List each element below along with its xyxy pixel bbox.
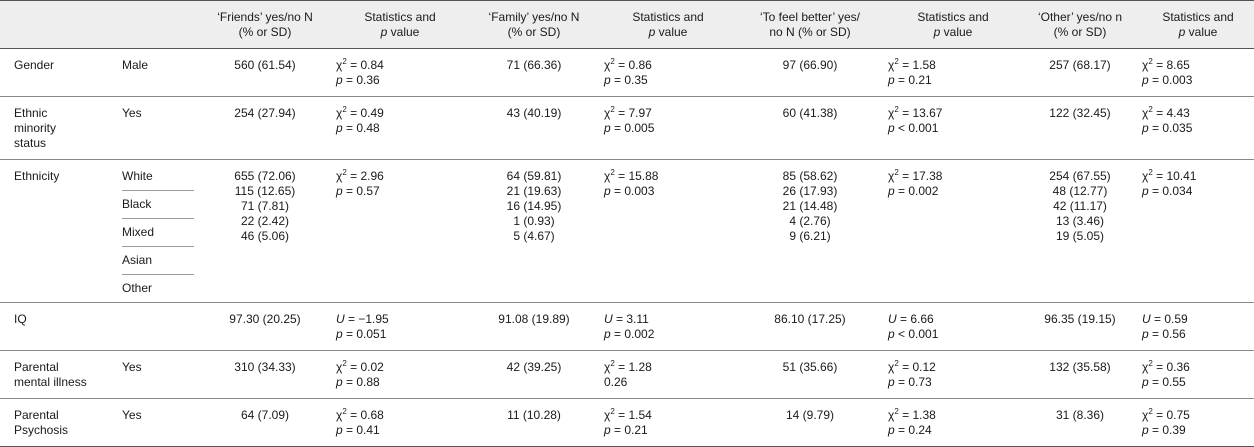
header-friends: ‘Friends’ yes/no N (% or SD): [194, 0, 336, 49]
cell-friends: 655 (72.06) 115 (12.65) 71 (7.81) 22 (2.42)…: [234, 169, 296, 243]
sublabel-other: Other: [122, 281, 153, 295]
cell-stat-2: χ2 = 15.88 p = 0.003: [604, 168, 659, 199]
cell-family: 11 (10.28): [507, 408, 561, 422]
cell-better: 97 (66.90): [782, 58, 838, 72]
row-label: Parental mental illness: [14, 360, 87, 389]
cell-friends: 254 (27.94): [234, 106, 296, 120]
cell-other: 254 (67.55) 48 (12.77) 42 (11.17) 13 (3.46)…: [1049, 169, 1111, 243]
cell-stat-1: χ2 = 0.02 p = 0.88: [336, 359, 384, 390]
row-sublabel: [122, 303, 194, 351]
cell-stat-2: χ2 = 1.54 p = 0.21: [604, 407, 652, 438]
cell-other: 257 (68.17): [1049, 58, 1111, 72]
cell-stat-3: χ2 = 0.12 p = 0.73: [888, 359, 936, 390]
cell-family: 42 (39.25): [506, 360, 562, 374]
header-stat-1: Statistics and p value: [336, 0, 464, 49]
cell-other: 132 (35.58): [1049, 360, 1111, 374]
row-parental-psychosis: Parental Psychosis Yes 64 (7.09) χ2 = 0.6…: [0, 399, 1254, 447]
cell-stat-4: χ2 = 0.75 p = 0.39: [1142, 407, 1190, 438]
row-gender: Gender Male 560 (61.54) χ2 = 0.84 p = 0.3…: [0, 49, 1254, 97]
row-ethnic-minority: Ethnic minority status Yes 254 (27.94) χ2 …: [0, 97, 1254, 160]
sublabel-black: Black: [122, 191, 194, 219]
header-family: ‘Family’ yes/no N (% or SD): [464, 0, 604, 49]
cell-stat-4: χ2 = 0.36 p = 0.55: [1142, 359, 1190, 390]
cell-family: 71 (66.36): [506, 58, 562, 72]
cell-other: 96.35 (19.15): [1044, 312, 1116, 326]
sublabel-white: White: [122, 163, 194, 191]
header-stat-4: Statistics and p value: [1142, 0, 1254, 49]
cell-stat-3: χ2 = 13.67 p < 0.001: [888, 105, 943, 136]
header-other: ‘Other’ yes/no n (% or SD): [1018, 0, 1142, 49]
row-sublabel-list: White Black Mixed Asian Other: [122, 160, 194, 303]
row-ethnicity: Ethnicity White Black Mixed Asian Other …: [0, 160, 1254, 303]
cell-better: 51 (35.66): [782, 360, 838, 374]
cell-family: 91.08 (19.89): [498, 312, 570, 326]
cell-stat-3: χ2 = 1.58 p = 0.21: [888, 57, 936, 88]
row-label: Ethnicity: [14, 169, 60, 183]
cell-stat-4: χ2 = 8.65 p = 0.003: [1142, 57, 1193, 88]
row-iq: IQ 97.30 (20.25) U = −1.95 p = 0.051 91.0…: [0, 303, 1254, 351]
cell-stat-1: χ2 = 2.96 p = 0.57: [336, 168, 384, 199]
cell-friends: 560 (61.54): [234, 58, 296, 72]
cell-better: 60 (41.38): [782, 106, 838, 120]
row-sublabel: Male: [122, 58, 149, 72]
cell-stat-1: χ2 = 0.49 p = 0.48: [336, 105, 384, 136]
cell-stat-3: χ2 = 1.38 p = 0.24: [888, 407, 936, 438]
cell-stat-3: χ2 = 17.38 p = 0.002: [888, 168, 943, 199]
row-sublabel: Yes: [122, 360, 142, 374]
row-sublabel: Yes: [122, 408, 142, 422]
cell-stat-2: χ2 = 7.97 p = 0.005: [604, 105, 655, 136]
cell-better: 86.10 (17.25): [774, 312, 846, 326]
cell-stat-1: U = −1.95 p = 0.051: [336, 312, 389, 341]
row-parental-mental-illness: Parental mental illness Yes 310 (34.33) χ…: [0, 351, 1254, 399]
cell-family: 43 (40.19): [506, 106, 562, 120]
cell-better: 85 (58.62) 26 (17.93) 21 (14.48) 4 (2.76) 9 …: [782, 169, 838, 243]
cell-stat-3: U = 6.66 p < 0.001: [888, 312, 939, 341]
cell-friends: 310 (34.33): [234, 360, 296, 374]
cell-stat-2: χ2 = 0.86 p = 0.35: [604, 57, 652, 88]
row-label: Gender: [14, 58, 55, 72]
row-sublabel: Yes: [122, 106, 142, 120]
cell-stat-1: χ2 = 0.84 p = 0.36: [336, 57, 384, 88]
cell-stat-4: χ2 = 10.41 p = 0.034: [1142, 168, 1197, 199]
cell-stat-2: χ2 = 1.28 0.26: [604, 359, 652, 390]
cell-friends: 64 (7.09): [240, 408, 290, 422]
cell-stat-1: χ2 = 0.68 p = 0.41: [336, 407, 384, 438]
cell-better: 14 (9.79): [785, 408, 835, 422]
cell-family: 64 (59.81) 21 (19.63) 16 (14.95) 1 (0.93) 5 …: [506, 169, 562, 243]
header-stat-2: Statistics and p value: [604, 0, 732, 49]
cell-friends: 97.30 (20.25): [229, 312, 301, 326]
row-label: IQ: [14, 312, 27, 326]
cell-other: 31 (8.36): [1055, 408, 1105, 422]
sublabel-asian: Asian: [122, 247, 194, 275]
cell-other: 122 (32.45): [1049, 106, 1111, 120]
cell-stat-4: χ2 = 4.43 p = 0.035: [1142, 105, 1193, 136]
header-stat-3: Statistics and p value: [888, 0, 1018, 49]
row-label: Ethnic minority status: [14, 106, 57, 150]
row-label: Parental Psychosis: [14, 408, 69, 437]
cell-stat-2: U = 3.11 p = 0.002: [604, 312, 655, 341]
cell-stat-4: U = 0.59 p = 0.56: [1142, 312, 1188, 341]
sublabel-mixed: Mixed: [122, 219, 194, 247]
header-row: ‘Friends’ yes/no N (% or SD) Statistics a…: [0, 0, 1254, 49]
header-better: ‘To feel better’ yes/no N (% or SD): [732, 0, 888, 49]
